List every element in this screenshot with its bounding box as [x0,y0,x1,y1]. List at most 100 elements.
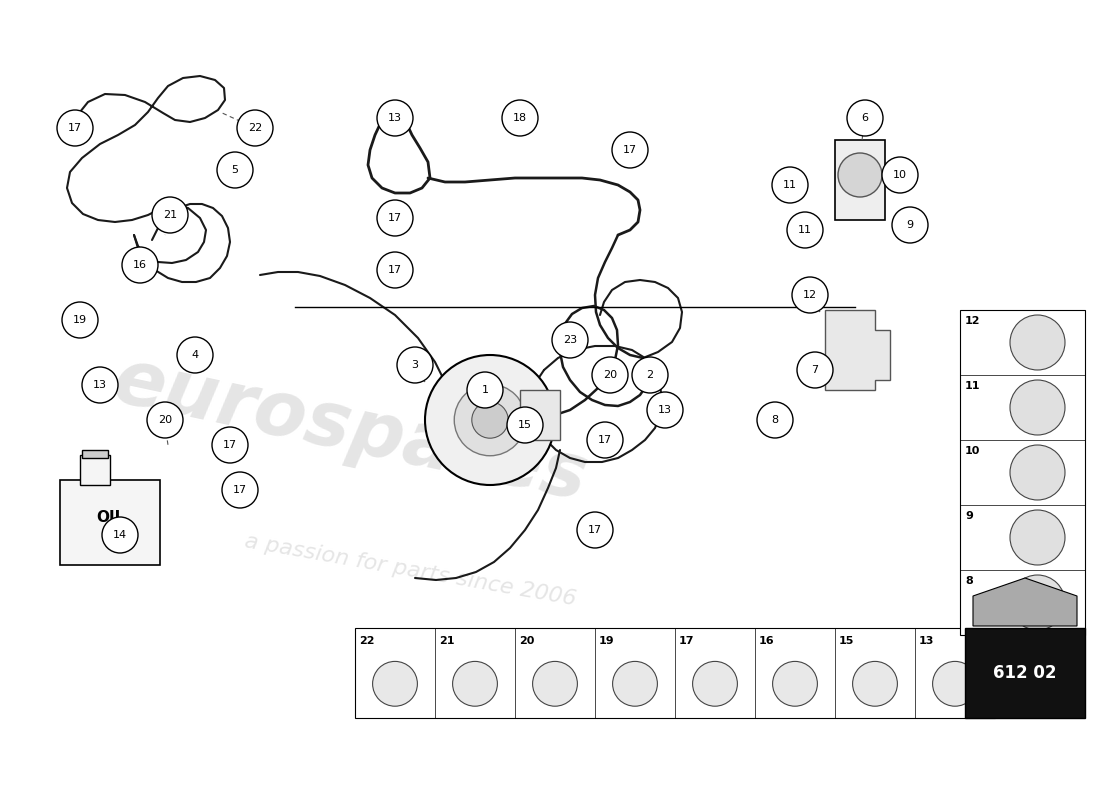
Text: 16: 16 [759,636,774,646]
Circle shape [377,252,412,288]
Circle shape [1010,575,1065,630]
Circle shape [102,517,138,553]
Circle shape [772,167,808,203]
Bar [965,628,1085,718]
Circle shape [212,427,248,463]
Text: 18: 18 [513,113,527,123]
Bar [960,310,1085,635]
Circle shape [177,337,213,373]
Circle shape [882,157,918,193]
Text: 6: 6 [861,113,869,123]
Text: a passion for parts since 2006: a passion for parts since 2006 [243,531,578,609]
Text: 17: 17 [388,213,403,223]
Text: eurospares: eurospares [107,344,594,516]
Circle shape [578,512,613,548]
Text: 5: 5 [231,165,239,175]
Circle shape [454,384,526,456]
Text: 15: 15 [518,420,532,430]
Circle shape [632,357,668,393]
Circle shape [552,322,589,358]
Text: 17: 17 [388,265,403,275]
Text: 14: 14 [113,530,128,540]
Text: 8: 8 [771,415,779,425]
Circle shape [62,302,98,338]
Text: 7: 7 [812,365,818,375]
Text: 12: 12 [803,290,817,300]
Text: 21: 21 [439,636,454,646]
Circle shape [397,347,433,383]
Circle shape [587,422,623,458]
Text: 3: 3 [411,360,418,370]
Bar [60,480,160,565]
Circle shape [452,662,497,706]
Circle shape [532,662,578,706]
Polygon shape [825,310,890,390]
Circle shape [507,407,543,443]
Circle shape [425,355,556,485]
Circle shape [122,247,158,283]
Text: 17: 17 [233,485,248,495]
Text: 13: 13 [658,405,672,415]
Text: 12: 12 [965,316,980,326]
Circle shape [57,110,94,146]
Circle shape [933,662,978,706]
Text: 2: 2 [647,370,653,380]
Circle shape [377,100,412,136]
Text: 11: 11 [783,180,798,190]
Bar [80,455,110,485]
Text: 13: 13 [918,636,934,646]
Text: 10: 10 [965,446,980,456]
Text: 17: 17 [623,145,637,155]
Circle shape [472,402,508,438]
Text: OIL: OIL [96,510,124,525]
Circle shape [693,662,737,706]
Circle shape [852,662,898,706]
Circle shape [222,472,258,508]
Bar [355,628,996,718]
Text: 11: 11 [965,381,980,391]
Text: 15: 15 [839,636,855,646]
Text: 23: 23 [563,335,578,345]
Circle shape [592,357,628,393]
Circle shape [838,153,882,197]
Bar [520,390,560,440]
Circle shape [468,372,503,408]
Circle shape [772,662,817,706]
Text: 17: 17 [587,525,602,535]
Text: 13: 13 [94,380,107,390]
Polygon shape [974,578,1077,626]
Circle shape [236,110,273,146]
Circle shape [757,402,793,438]
Bar [82,450,108,458]
Circle shape [1010,510,1065,565]
Text: 11: 11 [798,225,812,235]
Circle shape [373,662,417,706]
Circle shape [612,132,648,168]
Circle shape [613,662,658,706]
Text: 10: 10 [893,170,907,180]
Circle shape [1010,380,1065,435]
Text: 612 02: 612 02 [993,664,1057,682]
Text: 17: 17 [598,435,612,445]
Circle shape [647,392,683,428]
Circle shape [217,152,253,188]
Circle shape [792,277,828,313]
Circle shape [152,197,188,233]
Text: 22: 22 [359,636,374,646]
Text: 21: 21 [163,210,177,220]
Circle shape [82,367,118,403]
Text: 20: 20 [603,370,617,380]
Text: 17: 17 [679,636,694,646]
Text: 9: 9 [965,511,972,521]
Circle shape [1010,315,1065,370]
Text: 8: 8 [965,576,972,586]
Text: 20: 20 [519,636,535,646]
Text: 9: 9 [906,220,914,230]
Bar [835,140,886,220]
Text: 13: 13 [388,113,401,123]
Circle shape [892,207,928,243]
Text: 17: 17 [68,123,82,133]
Circle shape [798,352,833,388]
Text: 1: 1 [482,385,488,395]
Circle shape [147,402,183,438]
